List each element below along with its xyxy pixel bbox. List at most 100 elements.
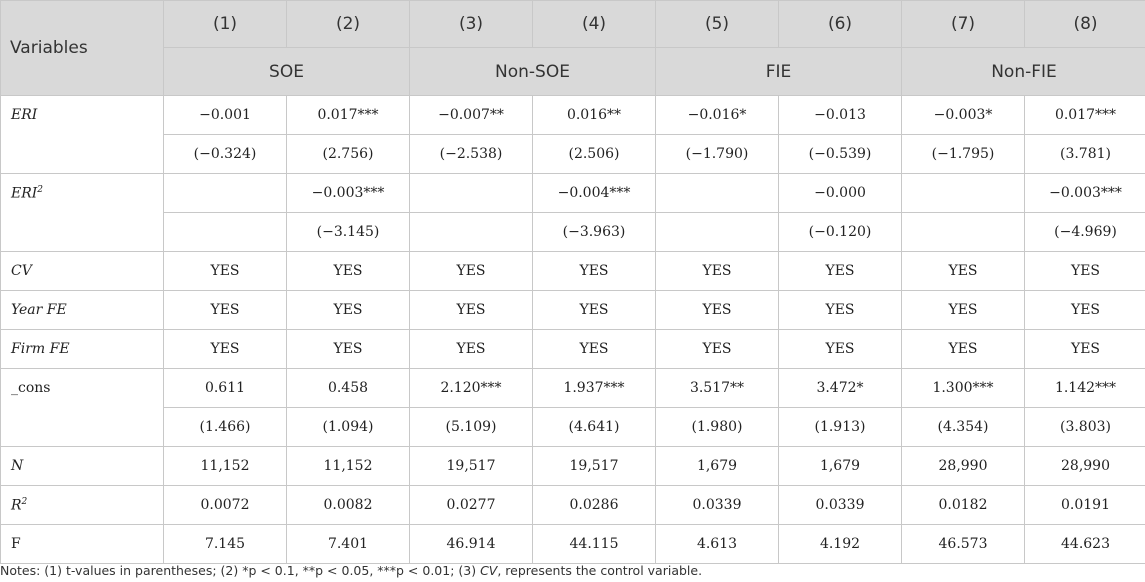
table-cell: 1.300*** [901, 368, 1025, 408]
table-cell: 0.0277 [409, 485, 533, 525]
table-cell [655, 173, 779, 213]
table-cell [163, 212, 287, 252]
table-cell: (−0.120) [778, 212, 902, 252]
table-cell: 7.145 [163, 524, 287, 564]
table-cell: 0.458 [286, 368, 410, 408]
table-row: CV YES YES YES YES YES YES YES YES [0, 251, 1145, 291]
table-row: ERI −0.001 0.017*** −0.007** 0.016** −0.… [0, 95, 1145, 174]
table-notes: Notes: (1) t-values in parentheses; (2) … [0, 563, 702, 578]
row-label-n: N [0, 446, 164, 486]
superscript: 2 [37, 185, 44, 195]
column-number-row: Variables (1) (2) (3) (4) (5) (6) (7) (8… [0, 0, 1145, 96]
table-cell: YES [778, 251, 902, 291]
table-cell: (1.980) [655, 407, 779, 447]
table-cell: YES [901, 329, 1025, 369]
table-cell: YES [1024, 251, 1145, 291]
table-cell: 0.017*** [286, 95, 410, 135]
column-header: (3) [409, 0, 533, 48]
table-cell: (−3.963) [532, 212, 656, 252]
table-row: (−3.145) (−3.963) (−0.120) (−4.969) [1, 212, 1145, 252]
table-cell: YES [286, 329, 410, 369]
table-cell: −0.003* [901, 95, 1025, 135]
notes-cv: CV [480, 563, 498, 578]
table-cell: (4.641) [532, 407, 656, 447]
row-label-firm-fe: Firm FE [0, 329, 164, 369]
table-cell: 0.017*** [1024, 95, 1145, 135]
table-cell: 0.0072 [163, 485, 287, 525]
table-row: Firm FE YES YES YES YES YES YES YES YES [0, 329, 1145, 369]
table-cell: −0.004*** [532, 173, 656, 213]
table-row: (1.466) (1.094) (5.109) (4.641) (1.980) … [1, 407, 1145, 447]
notes-text-end: , represents the control variable. [497, 563, 703, 578]
column-header: (1) [163, 0, 287, 48]
table-cell: YES [409, 329, 533, 369]
table-cell: 19,517 [532, 446, 656, 486]
table-cell: 1,679 [655, 446, 779, 486]
table-cell: 44.623 [1024, 524, 1145, 564]
table-cell: (1.913) [778, 407, 902, 447]
table-cell: YES [778, 290, 902, 330]
table-cell: YES [409, 290, 533, 330]
notes-text: Notes: (1) t-values in parentheses; (2) … [0, 563, 481, 578]
table-cell: −0.000 [778, 173, 902, 213]
table-cell [901, 212, 1025, 252]
table-cell: YES [163, 290, 287, 330]
table-cell: YES [901, 290, 1025, 330]
table-cell: 4.613 [655, 524, 779, 564]
table-cell: 0.0339 [778, 485, 902, 525]
table-cell: YES [655, 290, 779, 330]
table-cell: 0.0182 [901, 485, 1025, 525]
row-label-cv: CV [0, 251, 164, 291]
table-cell [409, 212, 533, 252]
column-header: (5) [655, 0, 779, 48]
table-cell: 0.611 [163, 368, 287, 408]
table-cell: 2.120*** [409, 368, 533, 408]
table-cell: (5.109) [409, 407, 533, 447]
table-row: (−0.324) (2.756) (−2.538) (2.506) (−1.79… [1, 134, 1145, 174]
table-cell: 0.0286 [532, 485, 656, 525]
table-cell: −0.001 [163, 95, 287, 135]
table-cell: 0.0339 [655, 485, 779, 525]
table-cell: YES [163, 251, 287, 291]
table-cell: YES [532, 329, 656, 369]
group-header-non-fie: Non-FIE [901, 47, 1145, 96]
table-cell: 0.0191 [1024, 485, 1145, 525]
table-cell: (3.781) [1024, 134, 1145, 174]
table-row: Year FE YES YES YES YES YES YES YES YES [0, 290, 1145, 330]
table-cell: YES [409, 251, 533, 291]
table-cell: 19,517 [409, 446, 533, 486]
group-header-soe: SOE [163, 47, 410, 96]
table-cell: 3.517** [655, 368, 779, 408]
row-label-year-fe: Year FE [0, 290, 164, 330]
table-cell: YES [655, 251, 779, 291]
table-cell: 7.401 [286, 524, 410, 564]
table-row: ERI2 −0.003*** −0.004*** −0.000 −0.003**… [0, 173, 1145, 252]
table-cell: YES [163, 329, 287, 369]
table-cell: (2.756) [286, 134, 410, 174]
table-cell [409, 173, 533, 213]
row-label-eri: ERI [0, 95, 164, 174]
row-label-cons: _cons [0, 368, 164, 447]
table-cell: YES [532, 290, 656, 330]
superscript: 2 [21, 496, 28, 507]
column-header: (8) [1024, 0, 1145, 48]
table-cell: 3.472* [778, 368, 902, 408]
table-cell: 11,152 [286, 446, 410, 486]
column-header: (2) [286, 0, 410, 48]
table-cell: 1,679 [778, 446, 902, 486]
row-label-text: R [11, 497, 22, 514]
table-cell: −0.007** [409, 95, 533, 135]
table-cell: (−3.145) [286, 212, 410, 252]
table-cell: 0.0082 [286, 485, 410, 525]
table-row: _cons 0.611 0.458 2.120*** 1.937*** 3.51… [0, 368, 1145, 447]
column-header: (4) [532, 0, 656, 48]
table-cell: 4.192 [778, 524, 902, 564]
row-label-f: F [0, 524, 164, 564]
table-cell: YES [1024, 329, 1145, 369]
table-cell: 0.016** [532, 95, 656, 135]
table-cell: (−4.969) [1024, 212, 1145, 252]
group-header-row: SOE Non-SOE FIE Non-FIE [1, 47, 1145, 96]
regression-table: Variables (1) (2) (3) (4) (5) (6) (7) (8… [0, 0, 1145, 564]
table-cell: YES [532, 251, 656, 291]
table-cell: 1.142*** [1024, 368, 1145, 408]
